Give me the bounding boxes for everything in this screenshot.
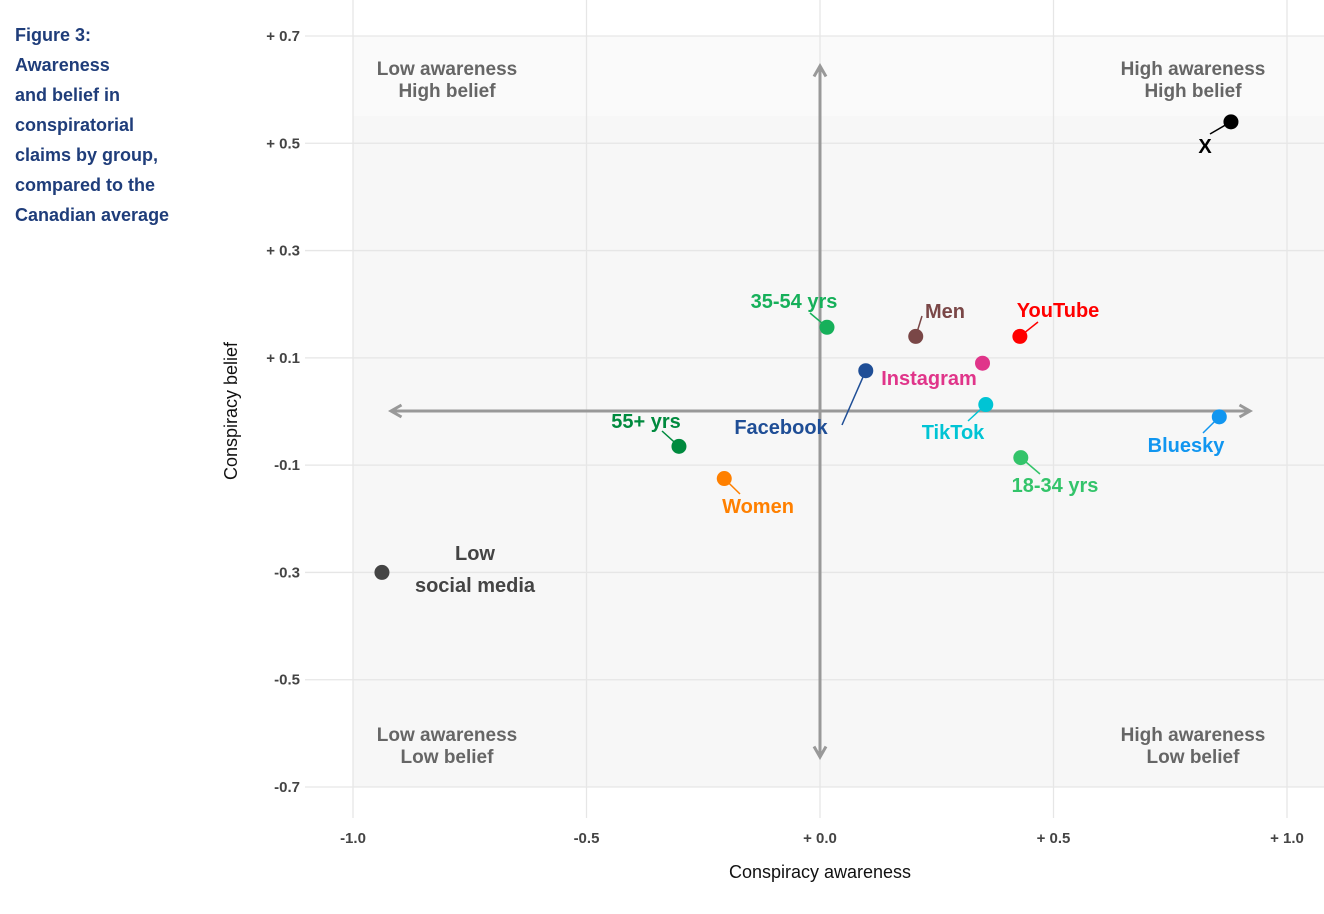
- data-point: [716, 471, 732, 487]
- point-label: 55+ yrs: [611, 411, 681, 433]
- data-point: [671, 438, 687, 454]
- x-axis-label: Conspiracy awareness: [729, 862, 911, 882]
- quadrant-label: Low belief: [1147, 747, 1241, 768]
- y-tick-label: + 0.5: [266, 135, 300, 152]
- caption-line: and belief in: [15, 85, 121, 105]
- x-tick-label: + 1.0: [1270, 830, 1304, 847]
- caption-line: Figure 3:: [15, 25, 92, 45]
- quadrant-label: High belief: [1144, 81, 1242, 102]
- x-tick-label: + 0.0: [803, 830, 837, 847]
- point-label: 18-34 yrs: [1012, 475, 1099, 497]
- quadrant-label: High belief: [398, 81, 496, 102]
- caption-line: conspiratorial: [15, 115, 135, 135]
- point-label: Men: [925, 301, 965, 323]
- data-point: [1013, 450, 1029, 466]
- data-point: [1223, 114, 1239, 130]
- caption-line: Canadian average: [15, 205, 170, 225]
- y-tick-label: + 0.3: [266, 243, 300, 260]
- caption-line: compared to the: [15, 175, 156, 195]
- data-point: [908, 328, 924, 344]
- quadrant-label: Low awareness: [377, 59, 517, 80]
- data-point: [978, 397, 994, 413]
- y-tick-label: -0.7: [274, 779, 300, 796]
- quadrant-label: Low awareness: [377, 725, 517, 746]
- plot-background-top: [353, 36, 1324, 116]
- data-point: [975, 355, 991, 371]
- y-tick-label: -0.5: [274, 672, 300, 689]
- data-point: [858, 363, 874, 379]
- point-label: Instagram: [881, 368, 977, 390]
- point-label: 35-54 yrs: [751, 291, 838, 313]
- data-point: [1211, 409, 1227, 425]
- caption-line: claims by group,: [15, 145, 159, 165]
- point-label: Women: [722, 496, 794, 518]
- y-tick-label: -0.3: [274, 564, 300, 581]
- y-tick-label: -0.1: [274, 457, 300, 474]
- point-label: Facebook: [734, 417, 828, 439]
- point-label: YouTube: [1017, 300, 1100, 322]
- point-label: Bluesky: [1148, 435, 1226, 457]
- point-label: TikTok: [922, 422, 985, 444]
- leader-line: [841, 370, 867, 426]
- quadrant-label: High awareness: [1121, 59, 1266, 80]
- y-tick-label: + 0.7: [266, 28, 300, 45]
- quadrant-label: High awareness: [1121, 725, 1266, 746]
- x-tick-label: -0.5: [574, 830, 600, 847]
- point-label: X: [1198, 136, 1212, 158]
- point-label: Low social media: [415, 543, 536, 597]
- x-tick-label: + 0.5: [1037, 830, 1071, 847]
- y-tick-label: + 0.1: [266, 350, 300, 367]
- y-axis-label: Conspiracy belief: [221, 341, 241, 480]
- data-point: [374, 564, 390, 580]
- caption-line: Awareness: [15, 55, 110, 75]
- quadrant-label: Low belief: [401, 747, 495, 768]
- figure-caption: Figure 3: Awareness and belief in conspirat…: [15, 20, 215, 230]
- data-point: [1012, 328, 1028, 344]
- x-tick-label: -1.0: [340, 830, 366, 847]
- data-point: [819, 319, 835, 335]
